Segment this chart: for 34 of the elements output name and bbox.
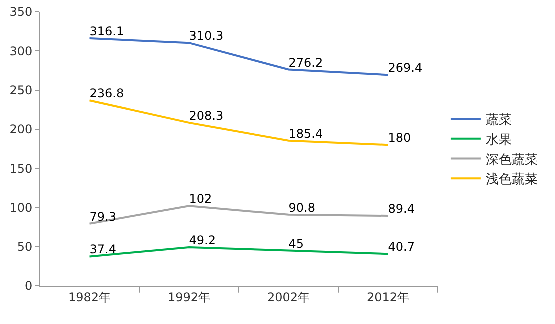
data-label: 89.4 [388,202,415,216]
y-tick-label: 0 [24,279,33,294]
data-label: 316.1 [90,24,124,39]
data-label: 269.4 [388,61,423,76]
data-label: 208.3 [189,108,224,123]
y-tick-label: 200 [10,122,33,137]
x-tick-label: 2012年 [366,290,410,304]
x-tick-label: 2002年 [267,290,310,304]
y-tick-label: 100 [10,200,33,215]
legend-label: 蔬菜 [486,113,512,128]
data-label: 236.8 [90,86,124,101]
legend-label: 水果 [486,132,512,148]
line-series [88,100,390,146]
data-label: 185.4 [288,126,324,141]
legend-label: 浅色蔬菜 [486,172,538,188]
data-label: 102 [189,192,212,206]
y-tick-label: 300 [10,44,33,58]
y-tick-label: 50 [17,240,33,254]
x-tick-label: 1992年 [168,290,211,304]
legend-label: 深色蔬菜 [486,152,538,168]
y-tick-label: 150 [10,162,33,176]
data-label: 40.7 [388,240,415,254]
x-tick-label: 1982年 [68,290,112,304]
data-label: 79.3 [90,210,116,224]
data-label: 37.4 [90,242,116,257]
y-tick-label: 350 [10,5,33,20]
data-label: 90.8 [288,200,316,215]
data-label: 45 [288,236,304,251]
data-label: 310.3 [189,29,224,44]
data-label: 49.2 [189,233,216,248]
data-label: 180 [388,131,412,146]
data-label: 276.2 [288,56,324,70]
y-tick-label: 250 [10,83,33,98]
line-series [88,205,390,225]
